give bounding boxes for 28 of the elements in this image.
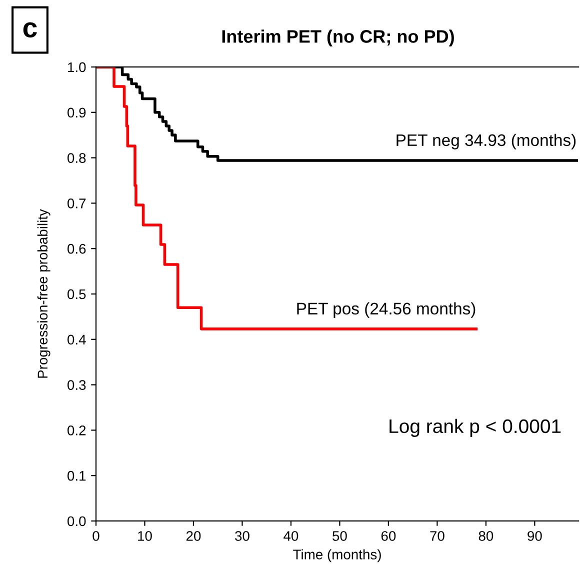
y-tick-label: 0.5 — [68, 289, 86, 300]
x-tick-label: 50 — [332, 531, 347, 541]
x-tick-label: 60 — [381, 531, 396, 541]
x-tick-label: 90 — [528, 531, 542, 541]
series-label: PET neg 34.93 (months) — [396, 134, 576, 150]
x-tick-label: 20 — [186, 531, 201, 541]
x-tick-label: 70 — [430, 531, 444, 541]
x-axis-title: Time (months) — [293, 549, 381, 562]
x-tick-label: 0 — [92, 531, 100, 541]
y-tick-label: 0.0 — [68, 516, 86, 526]
y-tick-label: 0.1 — [68, 470, 86, 481]
y-tick-label: 0.2 — [68, 426, 86, 436]
y-tick-label: 0.4 — [68, 334, 86, 345]
y-axis-title: Progression-free probability — [37, 209, 50, 378]
y-tick-label: 1.0 — [68, 62, 86, 72]
x-tick-label: 10 — [138, 531, 152, 541]
series-label: PET pos (24.56 months) — [297, 302, 476, 318]
text: c — [23, 22, 37, 38]
x-tick-label: 30 — [235, 531, 250, 541]
x-tick-label: 80 — [478, 531, 494, 541]
y-tick-label: 0.7 — [68, 198, 86, 208]
annotation: Log rank p < 0.0001 — [390, 418, 561, 437]
y-tick-label: 0.6 — [68, 244, 86, 254]
y-tick-label: 0.3 — [68, 380, 86, 390]
chart-title: Interim PET (no CR; no PD) — [222, 30, 454, 46]
x-tick-label: 40 — [284, 531, 298, 541]
y-tick-label: 0.9 — [68, 108, 86, 118]
y-tick-label: 0.8 — [68, 153, 86, 163]
